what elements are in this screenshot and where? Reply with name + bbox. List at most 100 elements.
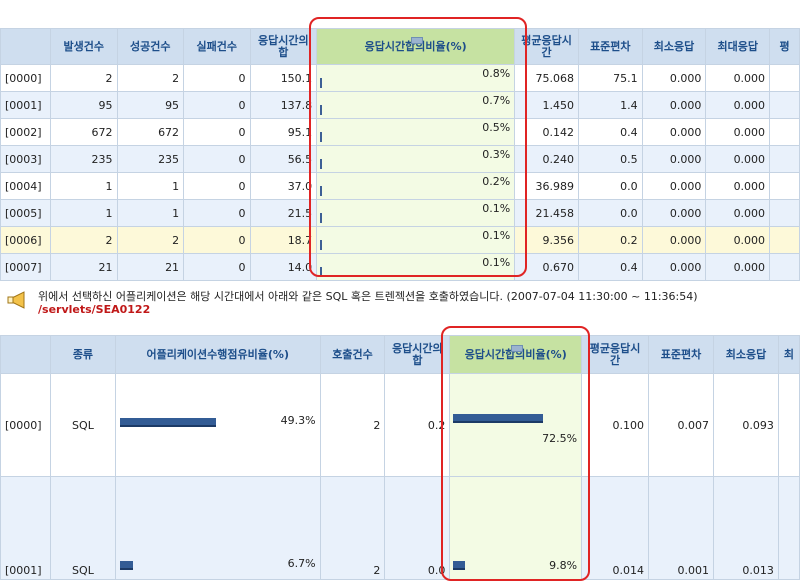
col-header-avg-response[interactable]: 평균응답시간 [581, 335, 650, 374]
cell-fail: 0 [183, 172, 251, 200]
col-header-truncated[interactable]: 평 [769, 28, 800, 65]
cell-sum: 150.1 [249, 64, 318, 92]
row-id: [0006] [0, 226, 51, 254]
col-header-type[interactable]: 종류 [49, 335, 116, 374]
ratio-bar [320, 240, 323, 250]
app-share-bar [119, 561, 133, 570]
cell-sum: 21.5 [249, 199, 318, 227]
cell-calls: 2 [319, 476, 386, 580]
ratio-bar [453, 414, 544, 423]
cell-max: 0.000 [705, 226, 771, 254]
ratio-cell: 0.7% [316, 91, 516, 119]
col-header-min[interactable]: 최소응답 [641, 28, 707, 65]
cell-calls: 2 [319, 373, 386, 477]
cell-truncated [769, 145, 800, 173]
cell-truncated [769, 91, 800, 119]
table-row[interactable]: [0002] 672 672 0 95.1 0.5% 0.142 0.4 0.000 0.000 [0, 118, 800, 146]
cell-fail: 0 [183, 253, 251, 281]
cell-occ: 672 [49, 118, 118, 146]
app-share-cell: 6.7% [114, 476, 321, 580]
cell-truncated [769, 226, 800, 254]
ratio-bar [320, 132, 323, 142]
cell-succ: 2 [116, 226, 185, 254]
col-header-avg-response[interactable]: 평균응답시간 [514, 28, 579, 65]
ratio-value: 0.2% [482, 175, 511, 188]
col-header-max[interactable]: 최대응답 [705, 28, 771, 65]
row-id: [0001] [0, 476, 51, 580]
cell-min: 0.000 [641, 64, 707, 92]
cell-occ: 2 [49, 226, 118, 254]
col-header-label: 응답시간합의비율(%) [464, 347, 567, 361]
cell-min: 0.000 [641, 253, 707, 281]
col-header-response-ratio[interactable]: 응답시간합의비율(%) [449, 335, 583, 374]
ratio-cell: 0.1% [316, 199, 516, 227]
cell-std: 75.1 [577, 64, 643, 92]
ratio-bar [453, 561, 466, 570]
col-header-occurrences[interactable]: 발생건수 [49, 28, 118, 65]
cell-succ: 2 [116, 64, 185, 92]
col-header-calls[interactable]: 호출건수 [319, 335, 386, 374]
row-id: [0000] [0, 64, 51, 92]
cell-std: 0.0 [577, 199, 643, 227]
ratio-bar [320, 159, 323, 169]
col-header-failure[interactable]: 실패건수 [183, 28, 251, 65]
cell-succ: 672 [116, 118, 185, 146]
cell-min: 0.093 [712, 373, 779, 477]
ratio-value: 72.5% [542, 432, 578, 445]
cell-type: SQL [49, 476, 116, 580]
row-id: [0002] [0, 118, 51, 146]
cell-type: SQL [49, 373, 116, 477]
ratio-value: 0.7% [482, 94, 511, 107]
ratio-value: 0.1% [482, 256, 511, 269]
cell-truncated [769, 253, 800, 281]
table-row[interactable]: [0003] 235 235 0 56.5 0.3% 0.240 0.5 0.000 0.000 [0, 145, 800, 173]
cell-max: 0.000 [705, 145, 771, 173]
cell-max: 0.000 [705, 118, 771, 146]
table-row[interactable]: [0005] 1 1 0 21.5 0.1% 21.458 0.0 0.000 0.000 [0, 199, 800, 227]
col-header-success[interactable]: 성공건수 [116, 28, 185, 65]
col-header-response-sum[interactable]: 응답시간의합 [384, 335, 451, 374]
row-id: [0000] [0, 373, 51, 477]
col-header-min[interactable]: 최소응답 [712, 335, 779, 374]
ratio-value: 9.8% [549, 559, 578, 572]
table-row[interactable]: [0006] 2 2 0 18.7 0.1% 9.356 0.2 0.000 0.000 [0, 226, 800, 254]
table-row[interactable]: [0001] SQL 6.7% 2 0.0 9.8% 0.014 0.001 0.013 [0, 476, 800, 580]
sort-grip-icon[interactable] [510, 344, 523, 352]
ratio-bar [320, 186, 323, 196]
cell-min: 0.000 [641, 145, 707, 173]
cell-truncated [769, 172, 800, 200]
cell-std: 0.5 [577, 145, 643, 173]
ratio-cell: 0.8% [316, 64, 516, 92]
col-header-truncated[interactable]: 최 [777, 335, 800, 374]
sort-grip-icon[interactable] [410, 36, 423, 44]
col-header-stddev[interactable]: 표준편차 [648, 335, 714, 374]
cell-max: 0.000 [705, 91, 771, 119]
cell-min: 0.000 [641, 199, 707, 227]
col-header-stddev[interactable]: 표준편차 [577, 28, 643, 65]
cell-response-sum: 0.2 [384, 373, 451, 477]
cell-max: 0.000 [705, 199, 771, 227]
cell-truncated [769, 64, 800, 92]
ratio-cell: 72.5% [449, 373, 583, 477]
app-share-cell: 49.3% [114, 373, 321, 477]
cell-std: 0.4 [577, 253, 643, 281]
table-row[interactable]: [0004] 1 1 0 37.0 0.2% 36.989 0.0 0.000 0.000 [0, 172, 800, 200]
cell-sum: 37.0 [249, 172, 318, 200]
cell-max: 0.000 [705, 64, 771, 92]
cell-succ: 95 [116, 91, 185, 119]
ratio-bar [320, 267, 323, 277]
megaphone-icon [7, 291, 25, 309]
row-id: [0001] [0, 91, 51, 119]
cell-min: 0.013 [712, 476, 779, 580]
col-header-response-ratio[interactable]: 응답시간합의비율(%) [316, 28, 516, 65]
cell-sum: 18.7 [249, 226, 318, 254]
col-header-app-share[interactable]: 어플리케이션수행점유비율(%) [114, 335, 321, 374]
table-row[interactable]: [0000] SQL 49.3% 2 0.2 72.5% 0.100 0.007 0.093 [0, 373, 800, 477]
cell-fail: 0 [183, 91, 251, 119]
info-message: 위에서 선택하신 어플리케이션은 해당 시간대에서 아래와 같은 SQL 혹은 … [0, 284, 800, 318]
cell-std: 1.4 [577, 91, 643, 119]
cell-std: 0.2 [577, 226, 643, 254]
col-header-response-sum[interactable]: 응답시간의합 [249, 28, 318, 65]
servlet-link[interactable]: /servlets/SEA0122 [38, 303, 151, 316]
cell-occ: 1 [49, 199, 118, 227]
